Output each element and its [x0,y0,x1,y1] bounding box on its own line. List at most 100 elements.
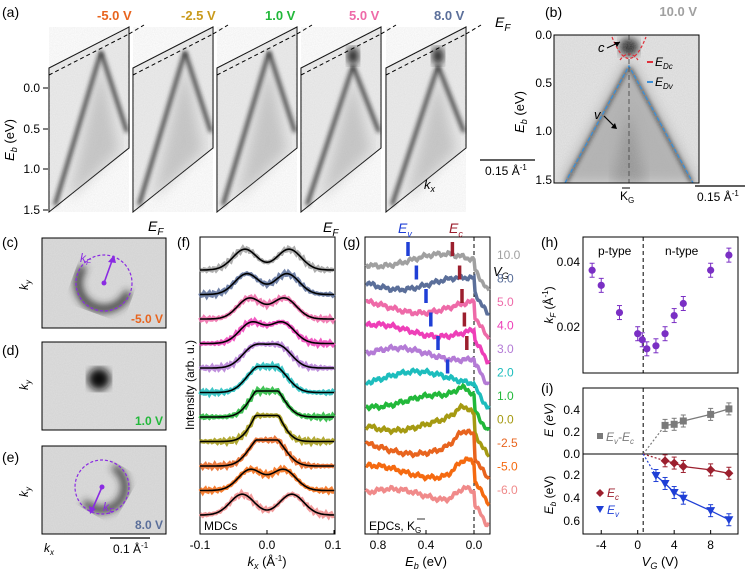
edc-curve [364,367,491,410]
mdc-curves [198,244,336,521]
svg-text:0.0: 0.0 [259,538,276,552]
mdc-data-curve [198,464,335,497]
mdc-fit-curve [200,439,334,467]
scale-label-a: 0.15 Å-1 [485,163,527,178]
panel-h: (h) p-type n-type 0.04 0.02 kF (Å-1) [541,234,739,374]
mdc-data-curve [198,488,335,521]
ylabel-i-top: E (eV) [542,403,556,437]
kf-label-e: kF [103,500,115,516]
kf-point [638,336,646,344]
svg-text:0.8: 0.8 [370,538,387,552]
svg-text:Eb (eV): Eb (eV) [542,476,558,514]
edc-curve [365,273,491,316]
ec-legend: Ec [607,486,619,502]
kf-point [643,345,651,353]
edc-curve [364,249,491,292]
edc-legend: EDc [655,55,673,71]
arpes-slab [132,24,229,214]
panel-a: (a) -5.0 V -2.5 V 1.0 V 5.0 V 8.0 V EF Eb (e… [2,4,535,217]
mdc-fit-curve [200,297,334,320]
series-point [706,507,716,516]
svg-text:0.5: 0.5 [535,76,552,90]
edc-curve [365,320,491,365]
edc-curve [365,297,491,340]
gap-legend-marker [597,433,603,439]
v-label: v [594,107,602,122]
arpes-image-b [554,35,699,183]
series-point [679,417,687,425]
svg-text:0.0: 0.0 [563,447,580,461]
edc-curve [364,402,491,458]
voltage-label-a: 8.0 V [434,8,465,23]
svg-text:1.5: 1.5 [23,203,40,217]
vg-value: 8.0 [497,272,514,286]
c-label: c [598,40,605,55]
panel-f: (f) EF MDCs Intensity (arb. u.) -0.1 0.0… [177,219,342,571]
svg-text:ky: ky [17,379,33,390]
energy-series [642,402,734,527]
voltage-label-b: 10.0 V [659,4,697,19]
vg-value: 0.0 [497,413,514,427]
ptype-label: p-type [598,244,632,258]
mdc-fit-curve [200,248,334,271]
edv-legend: EDv [655,75,674,91]
voltage-labels: -5.0 V -2.5 V 1.0 V 5.0 V 8.0 V [97,8,465,23]
panel-g-label: (g) [343,234,360,250]
svg-text:0.2: 0.2 [563,425,580,439]
kf-circle-c [75,254,133,312]
series-point [669,489,679,498]
svg-text:kF (Å-1): kF (Å-1) [541,286,558,323]
svg-text:0.0: 0.0 [466,538,483,552]
mdc-fit-curve [200,365,334,394]
svg-text:E (eV): E (eV) [542,403,556,437]
panel-i-label: (i) [541,380,553,396]
mdc-fit-curve [200,343,334,369]
gap-legend: Ev-Ec [606,430,634,446]
kf-point [670,311,678,320]
svg-text:0.04: 0.04 [557,255,581,269]
edc-curve [364,428,491,481]
vg-value: -5.0 [497,460,518,474]
edc-curve [365,382,491,432]
ec-label-g: Ec [449,220,463,239]
voltage-label-d: 1.0 V [135,414,163,428]
series-point [670,420,678,428]
svg-text:-0.1: -0.1 [190,538,211,552]
series-point [725,405,733,413]
kf-point [615,308,624,317]
xtick-i: -4 [596,538,607,552]
xtick-marks-g [377,530,475,534]
edc-curve [365,343,491,386]
svg-text:1.5: 1.5 [535,173,552,187]
frame-i [582,387,739,535]
svg-text:0.02: 0.02 [557,320,581,334]
kg-label: KG [620,189,634,205]
svg-text:0.5: 0.5 [23,122,40,136]
kf-label-c: kF [80,251,92,267]
arpes-slab [48,24,145,214]
xtick-i: 8 [707,538,714,552]
frame-g [364,236,491,535]
mdc-fit-curve [200,468,334,492]
series-point [661,421,669,429]
arpes-slabs [48,24,482,214]
vg-value: 3.0 [497,342,514,356]
panel-b: (b) 10.0 V c v EDc EDv Eb (eV) [512,4,745,205]
vg-value: 4.0 [497,319,514,333]
svg-text:0.6: 0.6 [563,514,580,528]
svg-text:Eb (eV): Eb (eV) [2,119,19,161]
mdc-fit-curve [200,390,334,418]
vg-value: 1.0 [497,389,514,403]
vg-value-labels: 10.0 8.0 5.0 4.0 3.0 2.0 1.0 0.0 -2.5 -5.0 -6.0 [497,248,521,497]
xtick-i: 4 [671,538,678,552]
kf-point [661,330,669,338]
xtick-i: 0 [634,538,641,552]
ky-label-d: ky [17,379,33,390]
frame-h [582,236,739,374]
series-point [678,494,688,503]
vg-value: -2.5 [497,436,518,450]
panel-i: (i) Ev-Ec Ec Ev 0.4 0.2 0.0 0.2 0.4 0.6 … [541,380,739,571]
ylabel-b: Eb (eV) [512,91,529,133]
series-point [724,468,734,478]
vg-label-g: VG [493,264,509,281]
